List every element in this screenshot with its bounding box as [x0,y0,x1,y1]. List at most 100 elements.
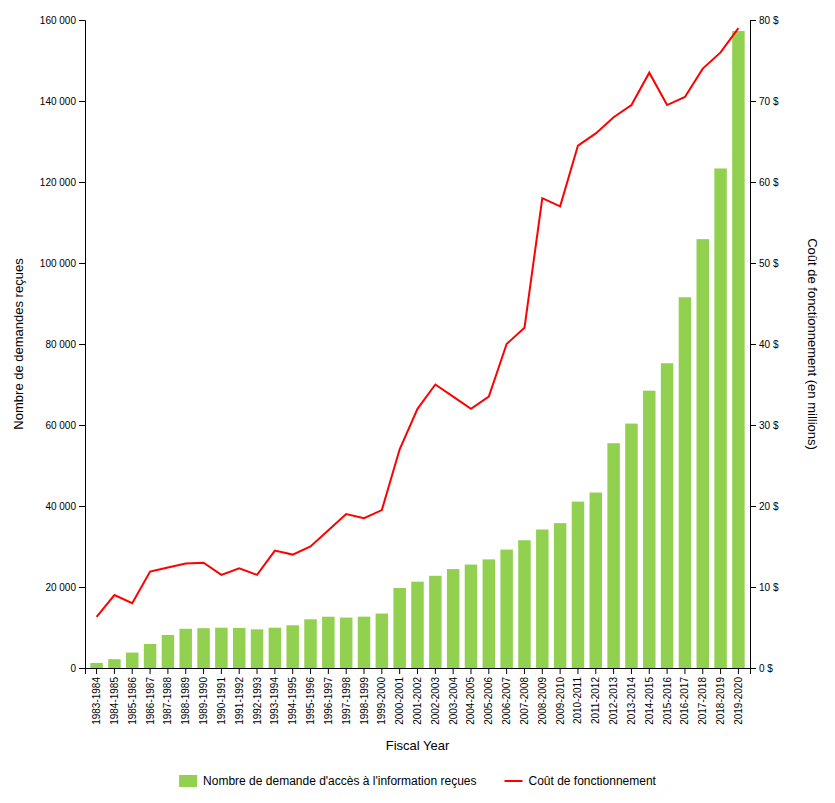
x-axis-title: Fiscal Year [386,738,450,753]
bar [411,582,423,668]
tick-mark [595,668,596,674]
tick: 80 $ [750,15,779,26]
tick-mark [381,668,382,674]
tick: 40 $ [750,339,779,350]
tick-label: 2014-2015 [644,677,655,725]
bar [697,239,709,668]
tick: 1991-1992 [234,668,245,725]
tick-mark [667,668,668,674]
bar [661,363,673,668]
tick: 2003-2004 [448,668,459,725]
tick-label: 2009-2010 [555,677,566,725]
bar [162,635,174,668]
tick-label: 1992-1993 [252,677,263,725]
tick-label: 60 $ [759,177,779,188]
tick-label: 1988-1989 [180,677,191,725]
tick: 60 $ [750,177,779,188]
tick-label: 80 $ [759,15,779,26]
tick: 1987-1988 [162,668,173,725]
tick-label: 2015-2016 [662,677,673,725]
tick-label: 20 $ [759,501,779,512]
bar [679,297,691,668]
bar [179,629,191,668]
tick-mark [560,668,561,674]
tick-mark [274,668,275,674]
tick-label: 60 000 [45,420,76,431]
tick: 0 $ [750,663,773,674]
tick-mark [79,344,85,345]
tick: 1993-1994 [269,668,280,725]
tick: 40 000 [45,501,85,512]
tick-label: 20 000 [45,582,76,593]
tick-label: 2001-2002 [412,677,423,725]
tick: 1988-1989 [180,668,191,725]
legend: Nombre de demande d'accès à l'informatio… [179,774,656,788]
tick-label: 1986-1987 [145,677,156,725]
tick-mark [239,668,240,674]
tick-mark [631,668,632,674]
bar [500,550,512,668]
tick: 1997-1998 [341,668,352,725]
tick: 2015-2016 [662,668,673,725]
tick-mark [750,506,756,507]
tick-label: 1998-1999 [359,677,370,725]
tick: 1998-1999 [359,668,370,725]
bar [643,391,655,668]
tick-mark [167,668,168,674]
tick-label: 1983-1984 [91,677,102,725]
tick: 2004-2005 [465,668,476,725]
bar [108,659,120,668]
tick-mark [506,668,507,674]
bar [322,617,334,668]
tick-mark [750,668,756,669]
tick-label: 2011-2012 [590,677,601,725]
tick: 1996-1997 [323,668,334,725]
tick-mark [702,668,703,674]
tick-label: 30 $ [759,420,779,431]
tick-mark [453,668,454,674]
bar [233,628,245,668]
tick-label: 2017-2018 [697,677,708,725]
bar [518,540,530,668]
tick-label: 2018-2019 [715,677,726,725]
tick: 1995-1996 [305,668,316,725]
tick-label: 40 $ [759,339,779,350]
tick-label: 2007-2008 [519,677,530,725]
tick-mark [79,587,85,588]
tick: 1985-1986 [127,668,138,725]
tick-mark [79,263,85,264]
tick-mark [310,668,311,674]
tick-mark [750,263,756,264]
tick-label: 2012-2013 [608,677,619,725]
tick: 160 000 [40,15,85,26]
tick-mark [346,668,347,674]
tick: 1990-1991 [216,668,227,725]
axis-line [79,21,86,669]
tick-mark [524,668,525,674]
y-axis: 020 00040 00060 00080 000100 000120 0001… [40,15,86,674]
tick-mark [738,668,739,674]
tick-label: 2019-2020 [733,677,744,725]
tick-mark [542,668,543,674]
bar [447,569,459,668]
tick: 2011-2012 [590,668,601,724]
tick: 1994-1995 [287,668,298,725]
tick: 2018-2019 [715,668,726,725]
bar [572,502,584,668]
y-axis-title: Nombre de demandes reçues [11,258,26,430]
tick-mark [750,425,756,426]
bar [144,644,156,668]
tick-label: 50 $ [759,258,779,269]
bar [269,628,281,668]
tick-label: 2006-2007 [501,677,512,725]
tick-label: 2016-2017 [679,677,690,725]
tick-mark [750,182,756,183]
tick-mark [435,668,436,674]
tick-label: 1995-1996 [305,677,316,725]
tick: 2006-2007 [501,668,512,725]
legend-label: Coût de fonctionnement [528,774,656,788]
tick: 10 $ [750,582,779,593]
tick-mark [577,668,578,674]
tick: 120 000 [40,177,85,188]
bar [590,493,602,668]
